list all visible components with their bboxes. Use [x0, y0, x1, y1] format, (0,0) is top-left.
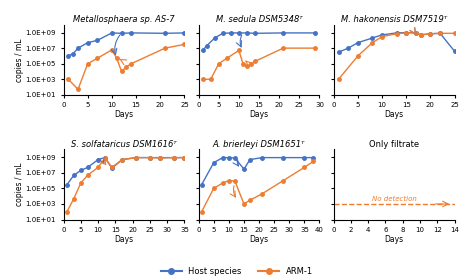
X-axis label: Days: Days: [249, 235, 269, 244]
Title: Metallosphaera sp. AS-7: Metallosphaera sp. AS-7: [73, 15, 175, 24]
Title: M. sedula DSM5348ᵀ: M. sedula DSM5348ᵀ: [216, 15, 302, 24]
Y-axis label: copies / mL: copies / mL: [15, 38, 24, 81]
X-axis label: Days: Days: [249, 110, 269, 119]
X-axis label: Days: Days: [114, 235, 134, 244]
X-axis label: Days: Days: [384, 110, 404, 119]
Title: M. hakonensis DSM7519ᵀ: M. hakonensis DSM7519ᵀ: [341, 15, 447, 24]
Text: No detection: No detection: [372, 196, 417, 202]
X-axis label: Days: Days: [384, 235, 404, 244]
Y-axis label: copies / mL: copies / mL: [15, 163, 24, 206]
X-axis label: Days: Days: [114, 110, 134, 119]
Legend: Host species, ARM-1: Host species, ARM-1: [157, 264, 317, 278]
Title: A. brierleyi DSM1651ᵀ: A. brierleyi DSM1651ᵀ: [213, 140, 305, 149]
Title: S. solfataricus DSM1616ᵀ: S. solfataricus DSM1616ᵀ: [71, 140, 177, 149]
Title: Only filtrate: Only filtrate: [369, 140, 419, 149]
